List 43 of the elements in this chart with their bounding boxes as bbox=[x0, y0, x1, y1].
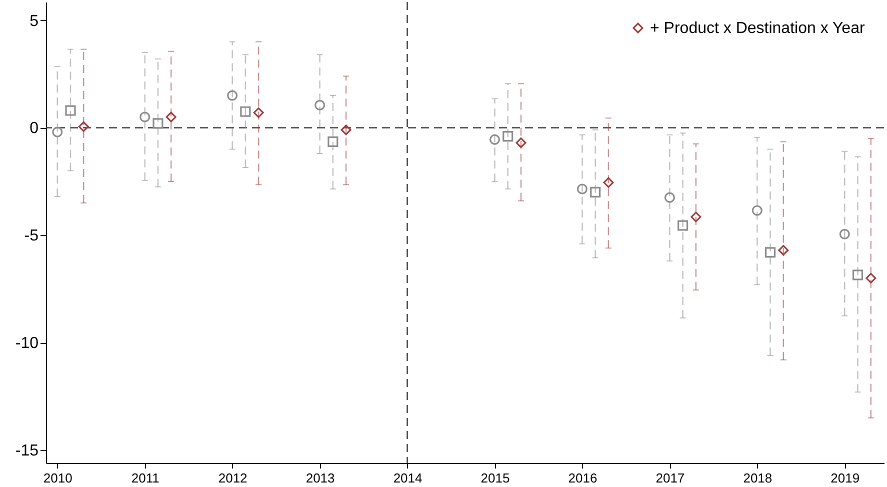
point bbox=[227, 90, 238, 101]
point bbox=[678, 220, 688, 231]
point bbox=[240, 106, 251, 117]
y-tick-label: -5 bbox=[24, 228, 39, 245]
point bbox=[839, 228, 850, 240]
x-tick-label: 2015 bbox=[480, 470, 510, 486]
point bbox=[502, 131, 514, 142]
legend-label: + Product x Destination x Year bbox=[650, 20, 866, 37]
x-tick-label: 2019 bbox=[830, 470, 860, 486]
x-tick-label: 2014 bbox=[393, 470, 422, 486]
y-tick-label: 0 bbox=[30, 120, 39, 138]
point bbox=[140, 112, 150, 122]
point bbox=[664, 192, 675, 203]
point bbox=[852, 270, 864, 280]
y-tick-label: 5 bbox=[30, 12, 39, 30]
point bbox=[78, 121, 89, 132]
point bbox=[52, 126, 63, 138]
point bbox=[314, 100, 326, 110]
point bbox=[765, 247, 776, 258]
point bbox=[253, 107, 264, 118]
point bbox=[576, 184, 588, 194]
point bbox=[328, 136, 338, 147]
point bbox=[166, 112, 176, 122]
y-tick-label: -10 bbox=[15, 335, 39, 352]
x-tick-label: 2018 bbox=[743, 470, 772, 486]
point bbox=[603, 177, 614, 188]
point bbox=[489, 134, 500, 145]
point bbox=[752, 205, 762, 216]
point bbox=[152, 118, 164, 129]
point bbox=[690, 212, 702, 222]
x-tick-label: 2017 bbox=[656, 470, 685, 486]
point bbox=[65, 105, 76, 116]
x-tick-label: 2016 bbox=[568, 470, 598, 486]
x-tick-label: 2012 bbox=[218, 470, 248, 486]
point bbox=[590, 186, 601, 198]
point bbox=[866, 272, 876, 284]
point bbox=[778, 244, 789, 256]
x-tick-label: 2011 bbox=[131, 470, 160, 486]
x-tick-label: 2013 bbox=[306, 470, 335, 486]
x-tick-label: 2010 bbox=[43, 470, 72, 486]
point bbox=[340, 124, 352, 136]
y-tick-label: -15 bbox=[15, 442, 39, 460]
point bbox=[516, 138, 526, 148]
